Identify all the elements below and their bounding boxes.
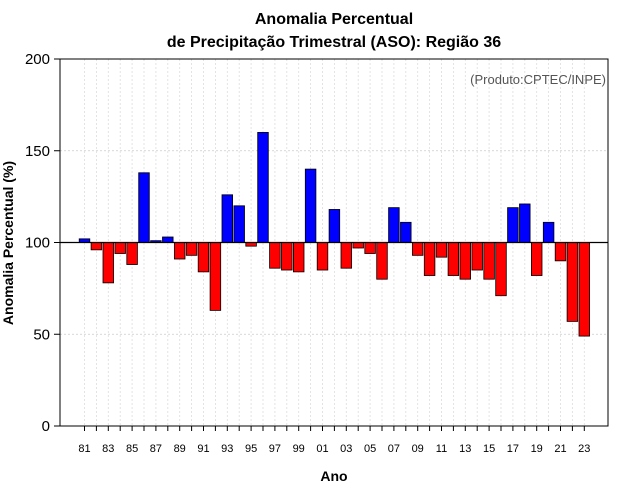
bar-2018 xyxy=(519,203,531,243)
bar-2003 xyxy=(340,242,353,269)
bar-2006 xyxy=(376,242,388,280)
bar-2016 xyxy=(495,242,507,297)
bars xyxy=(78,131,591,337)
grid xyxy=(60,59,608,426)
x-tick-label: 09 xyxy=(412,443,424,455)
bar-2021 xyxy=(554,242,567,262)
x-tick-label: 93 xyxy=(221,443,233,455)
bar-2000 xyxy=(304,168,317,243)
bar-2017 xyxy=(507,207,519,243)
x-tick-label: 87 xyxy=(150,443,162,455)
x-tick-label: 97 xyxy=(269,443,281,455)
bar-2013 xyxy=(459,242,472,280)
x-tick-label: 13 xyxy=(459,443,471,455)
bar-2001 xyxy=(316,242,329,271)
bar-1994 xyxy=(233,205,245,243)
bar-2014 xyxy=(471,242,483,271)
bar-1982 xyxy=(90,242,103,251)
bar-1989 xyxy=(173,242,186,260)
y-tick-label: 200 xyxy=(25,51,50,68)
bar-2015 xyxy=(483,242,495,280)
bar-2010 xyxy=(423,242,436,276)
y-tick-label: 0 xyxy=(42,418,50,435)
bar-2009 xyxy=(411,242,424,256)
bar-2011 xyxy=(435,242,448,258)
bar-2020 xyxy=(542,221,555,243)
bar-2012 xyxy=(447,242,460,276)
credit-text: (Produto:CPTEC/INPE) xyxy=(470,72,606,87)
bar-2002 xyxy=(328,209,341,243)
x-tick-label: 19 xyxy=(531,443,543,455)
x-tick-label: 03 xyxy=(340,443,352,455)
bar-1999 xyxy=(292,242,305,273)
x-tick-label: 95 xyxy=(245,443,257,455)
x-tick-label: 83 xyxy=(102,443,114,455)
x-tick-label: 89 xyxy=(174,443,186,455)
bar-1997 xyxy=(269,242,281,269)
x-tick-label: 81 xyxy=(78,443,90,455)
y-axis-title: Anomalia Percentual (%) xyxy=(0,161,16,325)
bar-1986 xyxy=(138,172,150,243)
bar-2008 xyxy=(400,221,412,243)
x-tick-label: 17 xyxy=(507,443,519,455)
x-axis: 81 83 85 87 89 91 93 95 97 99 01 03 05 07 09 11 13 15 17 19… xyxy=(78,426,590,455)
bar-1984 xyxy=(114,242,126,254)
y-axis: 0 50 100 150 200 xyxy=(25,51,60,435)
y-tick-label: 100 xyxy=(25,235,50,252)
bar-1983 xyxy=(102,242,115,284)
bar-1985 xyxy=(126,242,138,265)
bar-2022 xyxy=(566,242,579,322)
y-tick-label: 50 xyxy=(33,326,50,343)
x-tick-label: 99 xyxy=(293,443,305,455)
x-tick-label: 21 xyxy=(554,443,566,455)
bar-2019 xyxy=(531,242,543,276)
x-tick-label: 11 xyxy=(436,443,447,455)
x-tick-label: 07 xyxy=(388,443,400,455)
x-tick-label: 91 xyxy=(197,443,209,455)
x-axis-title: Ano xyxy=(320,468,347,484)
x-tick-label: 85 xyxy=(126,443,138,455)
bar-1996 xyxy=(257,131,269,243)
bar-1993 xyxy=(221,194,234,243)
bar-2023 xyxy=(578,242,591,337)
x-tick-label: 01 xyxy=(316,443,328,455)
bar-1992 xyxy=(209,242,222,311)
x-tick-label: 23 xyxy=(578,443,590,455)
bar-2007 xyxy=(388,207,400,243)
chart-title-line2: de Precipitação Trimestral (ASO): Região… xyxy=(167,34,501,51)
x-tick-label: 15 xyxy=(483,443,495,455)
bar-1998 xyxy=(281,242,293,271)
chart-title-line1: Anomalia Percentual xyxy=(255,11,413,28)
bar-1991 xyxy=(197,242,210,273)
x-tick-label: 05 xyxy=(364,443,376,455)
bar-2005 xyxy=(364,242,376,254)
bar-1988 xyxy=(162,236,174,243)
y-tick-label: 150 xyxy=(25,143,50,160)
bar-1990 xyxy=(185,242,198,256)
bar-2004 xyxy=(352,242,364,249)
